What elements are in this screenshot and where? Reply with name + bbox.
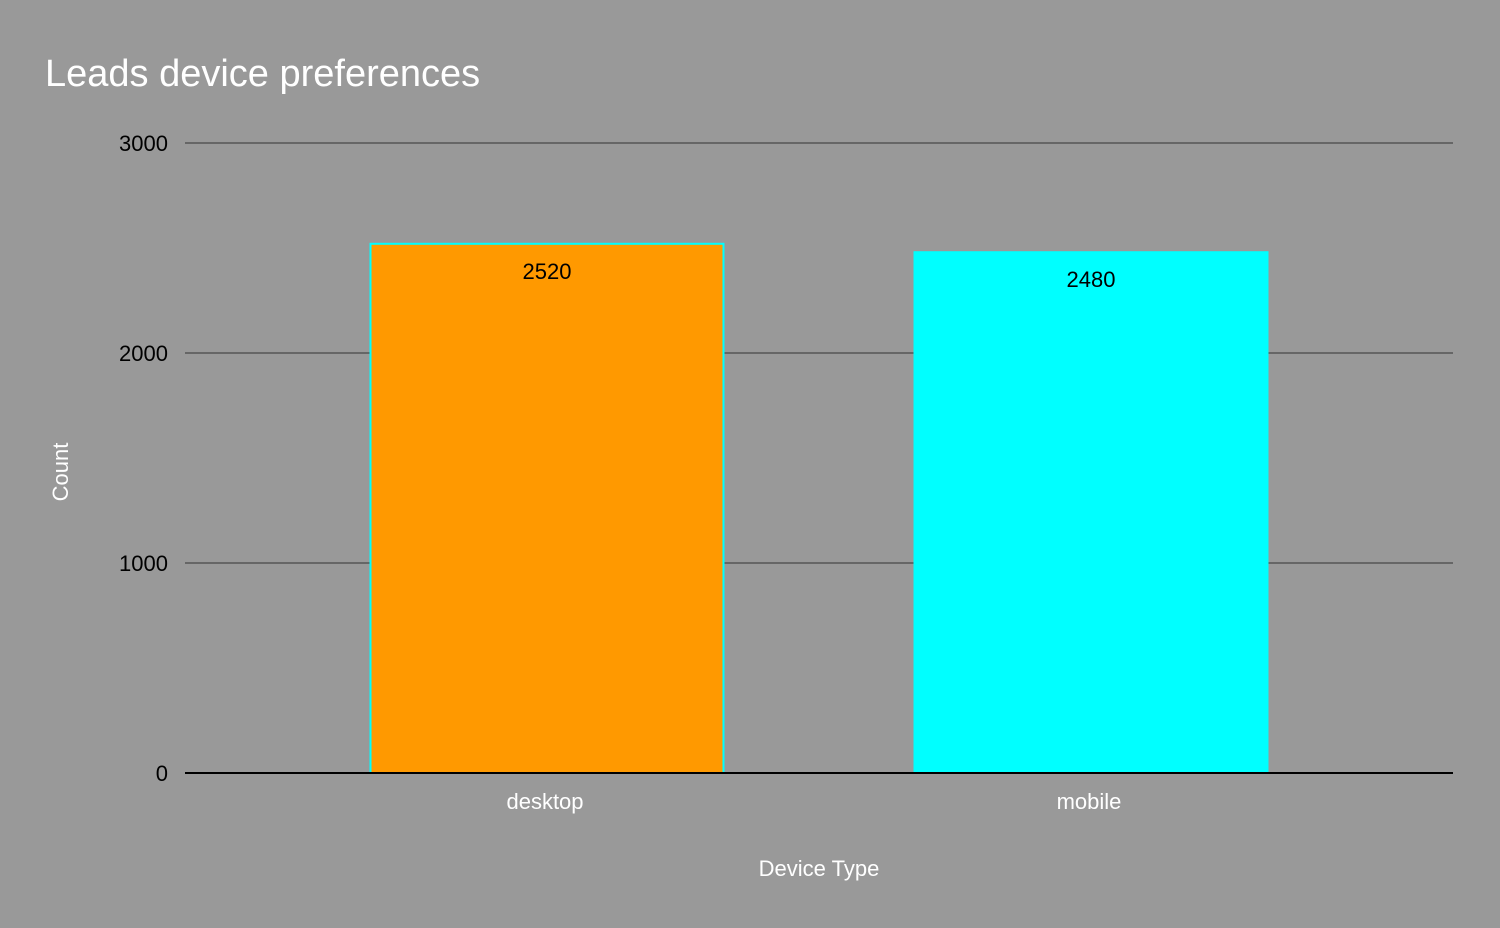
y-tick-label: 0 [156,761,168,786]
x-axis-categories: desktop mobile [506,789,1121,814]
y-tick-label: 3000 [119,131,168,156]
x-axis-label: Device Type [759,856,880,881]
y-axis-ticks: 0 1000 2000 3000 [119,131,168,786]
data-label-desktop: 2520 [523,259,572,284]
y-axis-label: Count [48,443,73,502]
y-tick-label: 1000 [119,551,168,576]
x-tick-label-mobile: mobile [1057,789,1122,814]
chart-title: Leads device preferences [45,53,480,95]
bar-mobile [913,251,1269,774]
x-tick-label-desktop: desktop [506,789,583,814]
y-tick-label: 2000 [119,341,168,366]
bars: 2520 2480 [369,242,1269,775]
data-label-mobile: 2480 [1067,267,1116,292]
bar-desktop [369,242,725,775]
